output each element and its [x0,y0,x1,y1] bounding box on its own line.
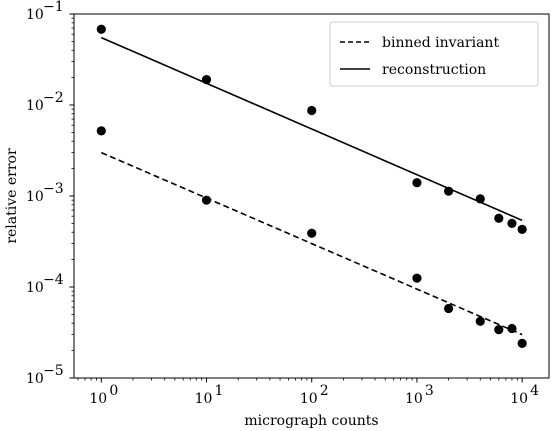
x-tick-exponent-2: 2 [320,383,329,399]
data-point-binned-invariant-7 [507,323,517,334]
data-point-reconstruction-3 [412,178,422,188]
data-point-binned-invariant-6 [494,325,504,335]
data-point-reconstruction-2 [307,105,317,116]
legend-label-binned-invariant: binned invariant [382,35,499,51]
legend: binned invariant reconstruction [329,21,539,87]
data-point-binned-invariant-1 [201,195,212,205]
x-tick-exponent-4: 4 [530,383,539,399]
y-tick-label-3: 10 [26,98,44,114]
y-tick-label-1: 10 [26,280,44,296]
data-point-binned-invariant-4 [444,303,454,314]
data-point-reconstruction-6 [494,213,504,223]
data-point-reconstruction-1 [201,75,212,85]
data-point-reconstruction-0 [96,24,106,34]
x-tick-label-4: 10 [510,391,528,407]
data-point-reconstruction-5 [475,194,485,204]
data-point-binned-invariant-2 [307,228,317,238]
y-tick-exponent-0: −5 [43,363,64,379]
x-tick-label-3: 10 [405,391,423,407]
y-tick-label-2: 10 [26,189,44,205]
y-axis-label: relative error [4,148,20,244]
y-tick-label-4: 10 [26,7,44,23]
plot-marks [96,24,527,349]
data-point-reconstruction-8 [517,224,527,234]
data-point-binned-invariant-0 [96,126,106,136]
x-axis-ticks: 10 0 10 1 10 2 10 3 10 4 [77,378,539,407]
legend-label-reconstruction: reconstruction [382,62,486,78]
data-point-binned-invariant-8 [517,338,527,349]
x-tick-exponent-3: 3 [425,383,434,399]
x-axis-label: micrograph counts [244,413,378,429]
y-axis-ticks: 10−510−410−310−210−1 [26,0,74,387]
y-tick-exponent-3: −2 [43,90,64,106]
x-tick-label-2: 10 [300,391,318,407]
x-tick-label-0: 10 [89,391,107,407]
data-point-binned-invariant-5 [475,316,485,326]
y-tick-label-0: 10 [26,371,44,387]
x-tick-exponent-1: 1 [215,383,224,399]
data-point-reconstruction-4 [444,186,454,196]
x-tick-label-1: 10 [195,391,213,407]
data-point-reconstruction-7 [507,218,517,228]
x-tick-exponent-0: 0 [109,383,118,399]
y-tick-exponent-2: −3 [43,181,64,197]
legend-box [329,21,539,87]
fit-line-binned-invariant [100,151,523,336]
y-tick-exponent-1: −4 [43,272,64,288]
y-tick-exponent-4: −1 [43,0,64,15]
data-point-binned-invariant-3 [412,273,422,283]
